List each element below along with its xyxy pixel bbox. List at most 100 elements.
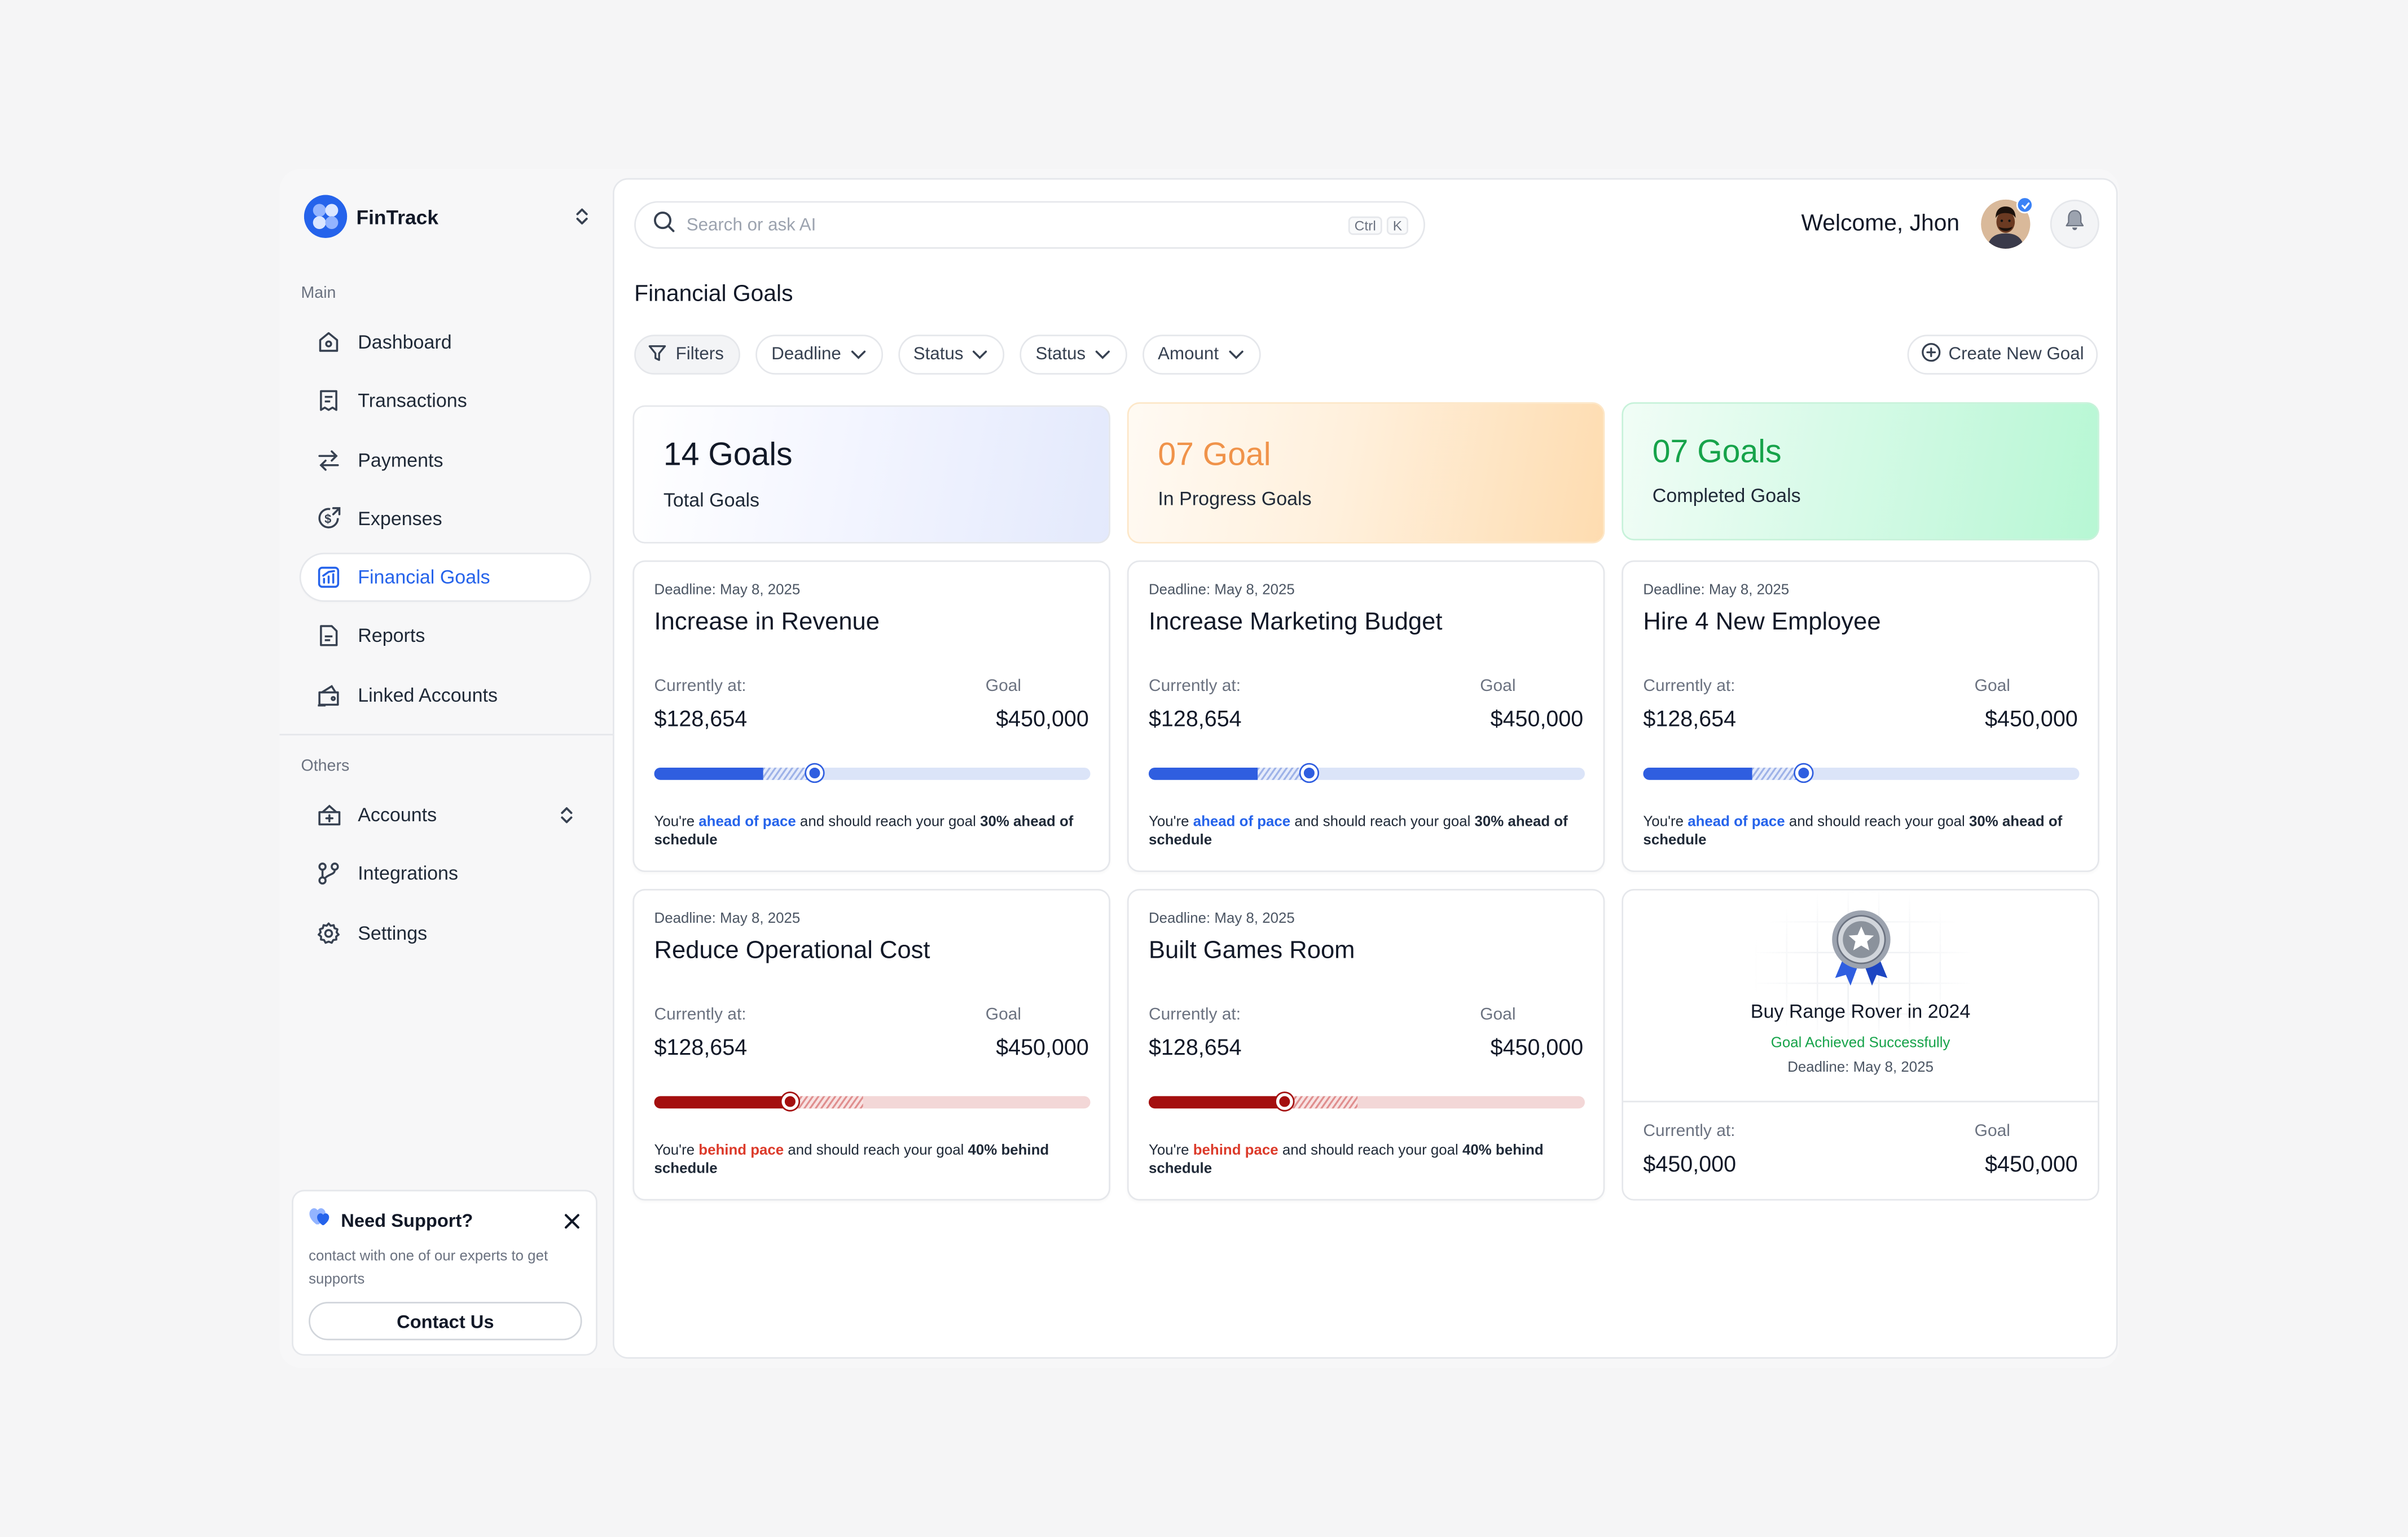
svg-text:$: $ [324, 513, 331, 527]
deadline-filter[interactable]: Deadline [756, 334, 883, 375]
goal-card[interactable]: Deadline: May 8, 2025 Reduce Operational … [632, 888, 1110, 1201]
goal-card[interactable]: Deadline: May 8, 2025 Increase in Revenue… [632, 560, 1110, 873]
sidebar-item-expenses[interactable]: $ Expenses [301, 496, 590, 542]
sidebar-item-financial-goals[interactable]: Financial Goals [301, 554, 590, 601]
amount-filter-label: Amount [1158, 345, 1219, 364]
goal-deadline: Deadline: May 8, 2025 [1643, 582, 1790, 599]
progress-fill [1643, 767, 1752, 780]
gear-icon [315, 919, 342, 946]
sidebar-item-label: Transactions [358, 390, 467, 412]
goal-deadline: Deadline: May 8, 2025 [1148, 910, 1295, 928]
funnel-icon [648, 343, 667, 366]
current-label: Currently at: [1643, 677, 1735, 696]
goal-value: $450,000 [996, 1036, 1089, 1061]
sidebar-item-payments[interactable]: Payments [301, 437, 590, 483]
sidebar-item-reports[interactable]: Reports [301, 613, 590, 659]
note-text: and should reach your goal [784, 1142, 968, 1160]
goal-title: Hire 4 New Employee [1643, 609, 1881, 636]
progress-fill [1148, 767, 1258, 780]
pace-status: ahead of pace [698, 813, 796, 831]
status-filter-2[interactable]: Status [1020, 334, 1127, 375]
goal-title: Built Games Room [1148, 938, 1355, 965]
achieved-deadline: Deadline: May 8, 2025 [1787, 1059, 1934, 1077]
accounts-icon [315, 801, 342, 829]
goal-card[interactable]: Deadline: May 8, 2025 Built Games Room Cur… [1127, 888, 1605, 1201]
verified-badge-icon [2016, 196, 2033, 214]
dollar-coin-icon: $ [315, 505, 342, 532]
search-bar[interactable]: Ctrl K [634, 201, 1425, 249]
goal-card[interactable]: Deadline: May 8, 2025 Hire 4 New Employee… [1622, 560, 2099, 873]
note-text: You're [1148, 1142, 1193, 1160]
chevron-down-icon [1228, 345, 1243, 364]
keyboard-shortcut: Ctrl K [1348, 215, 1408, 235]
sidebar-item-dashboard[interactable]: Dashboard [301, 319, 590, 365]
sidebar-item-label: Integrations [358, 863, 459, 885]
projected-progress [1284, 1096, 1358, 1109]
pace-note: You're behind pace and should reach your… [654, 1142, 1097, 1179]
note-text: and should reach your goal [1290, 813, 1475, 831]
others-nav: Accounts Integrations Settings [301, 792, 590, 969]
current-value: $128,654 [654, 707, 748, 733]
support-title: Need Support? [341, 1209, 473, 1231]
notification-button[interactable] [2050, 199, 2099, 249]
goal-deadline: Deadline: May 8, 2025 [654, 910, 801, 928]
pace-note: You're behind pace and should reach your… [1149, 1142, 1591, 1179]
note-text: and should reach your goal [796, 813, 981, 831]
close-icon[interactable] [564, 1212, 581, 1229]
filters-button[interactable]: Filters [634, 334, 741, 375]
contact-us-button[interactable]: Contact Us [309, 1302, 582, 1341]
goal-progress-bar [654, 764, 1091, 782]
amount-filter[interactable]: Amount [1142, 334, 1260, 375]
progress-knob [1276, 1093, 1293, 1110]
current-label: Currently at: [1148, 677, 1241, 696]
sidebar: FinTrack Main Dashboard Transact [279, 169, 613, 1368]
goal-title: Reduce Operational Cost [654, 938, 930, 965]
progress-knob [1795, 764, 1813, 782]
create-new-goal-label: Create New Goal [1948, 345, 2084, 364]
status-filter[interactable]: Status [898, 334, 1005, 375]
goal-deadline: Deadline: May 8, 2025 [654, 582, 801, 599]
brand-switcher[interactable]: FinTrack [304, 195, 593, 238]
sidebar-item-integrations[interactable]: Integrations [301, 851, 590, 897]
avatar[interactable] [1981, 196, 2033, 249]
goal-label: Goal [1974, 677, 2010, 696]
page-title: Financial Goals [634, 281, 793, 307]
goal-label: Goal [1480, 677, 1516, 696]
goal-title: Increase in Revenue [654, 609, 880, 636]
note-text: You're [1148, 813, 1193, 831]
sidebar-item-settings[interactable]: Settings [301, 910, 590, 956]
section-label-others: Others [301, 756, 350, 776]
status-filter-label: Status [1035, 345, 1086, 364]
current-value: $128,654 [654, 1036, 748, 1061]
chevron-up-down-icon[interactable] [559, 806, 574, 825]
main-nav: Dashboard Transactions Payments $ [301, 319, 590, 731]
report-icon [315, 623, 342, 650]
medal-award-icon [1827, 909, 1895, 989]
sidebar-item-accounts[interactable]: Accounts [301, 792, 590, 839]
progress-knob [1300, 764, 1318, 782]
projected-progress [1258, 767, 1310, 780]
goal-card[interactable]: Deadline: May 8, 2025 Increase Marketing … [1127, 560, 1605, 873]
chevron-up-down-icon[interactable] [572, 206, 593, 227]
progress-fill [1148, 1096, 1284, 1109]
sidebar-item-label: Dashboard [358, 331, 452, 354]
note-text: You're [1643, 813, 1688, 831]
welcome-text: Welcome, Jhon [1801, 210, 1960, 237]
goal-value: $450,000 [1985, 1153, 2078, 1178]
goal-title: Increase Marketing Budget [1148, 609, 1443, 636]
pace-note: You're ahead of pace and should reach yo… [1149, 814, 1591, 851]
goal-label: Goal [1974, 1122, 2010, 1141]
receipt-icon [315, 387, 342, 415]
sidebar-item-label: Accounts [358, 804, 437, 826]
search-input[interactable] [686, 215, 1301, 235]
create-new-goal-button[interactable]: Create New Goal [1907, 334, 2098, 375]
deadline-filter-label: Deadline [771, 345, 841, 364]
achieved-goal-card[interactable]: Buy Range Rover in 2024 Goal Achieved Su… [1622, 888, 2099, 1201]
sidebar-item-linked-accounts[interactable]: Linked Accounts [301, 672, 590, 719]
pace-note: You're ahead of pace and should reach yo… [1643, 814, 2085, 851]
sidebar-item-transactions[interactable]: Transactions [301, 378, 590, 424]
wallet-icon [315, 681, 342, 709]
pace-note: You're ahead of pace and should reach yo… [654, 814, 1097, 851]
card-divider [1623, 1100, 2098, 1103]
current-value: $128,654 [1148, 707, 1242, 733]
